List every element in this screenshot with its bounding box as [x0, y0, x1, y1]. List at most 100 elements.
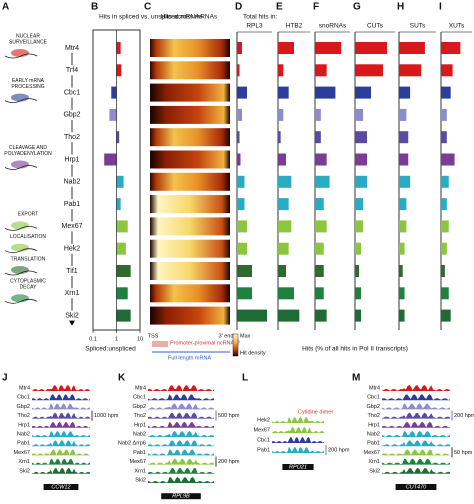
bar [355, 108, 363, 121]
rna-icon [4, 226, 38, 231]
rna-icon [4, 248, 38, 254]
heatmap-row [150, 83, 230, 102]
category-label: POLYADENYLATION [4, 151, 52, 157]
track-label: Xrn1 [18, 459, 30, 465]
protein-label: Pab1 [64, 201, 80, 208]
track-signal [32, 421, 90, 428]
scale-label: 1000 hpm [94, 413, 119, 419]
track-label: Cbc1 [17, 395, 30, 401]
track-label: Gbp2 [133, 404, 146, 410]
track-label: Mex67 [253, 427, 270, 433]
complex-icon [11, 221, 29, 230]
gene-box [282, 464, 314, 470]
category-label: SURVEILLANCE [9, 39, 48, 45]
bar [315, 242, 324, 255]
complex-icon [11, 266, 29, 274]
category-label: PROCESSING [11, 84, 44, 90]
bar [399, 242, 405, 255]
track-signal [148, 467, 214, 474]
track-signal [32, 412, 90, 419]
track-note: Cytidine dimer [298, 409, 333, 415]
track-signal [148, 421, 214, 428]
bar [315, 153, 327, 166]
x-tick-label: 10 [137, 336, 143, 342]
bar [237, 131, 240, 144]
panel-letter: F [313, 2, 319, 13]
bar [237, 265, 252, 277]
track-label: Xrn1 [368, 459, 380, 465]
category-label: CLEAVAGE AND [9, 145, 47, 151]
protein-label: Tif1 [66, 268, 78, 275]
track-signal [32, 467, 90, 474]
bar [237, 198, 245, 211]
panel-supertitle: Total hits in: [243, 14, 278, 21]
bar [399, 108, 407, 121]
tss-label: TSS [148, 333, 159, 339]
panel-title: Hits in spliced vs. unspliced mRNAs [99, 14, 203, 21]
protein-label: Hek2 [64, 246, 80, 253]
panel-letter: C [144, 2, 151, 13]
track-label: Mtr4 [19, 385, 30, 391]
bar [355, 287, 361, 300]
track-signal [382, 385, 450, 391]
track-label: Nab2 [133, 431, 146, 437]
bar [441, 309, 451, 322]
bar [355, 175, 367, 188]
bar [278, 153, 286, 166]
bar [116, 42, 121, 54]
track-signal [382, 412, 450, 419]
rna-icon [4, 53, 38, 59]
complex-icon [11, 160, 29, 169]
bar [116, 220, 128, 233]
track-signal [32, 394, 90, 401]
track-label: Pab1 [367, 441, 380, 447]
bar [399, 198, 407, 211]
track-signal [382, 449, 450, 456]
bar [116, 265, 131, 277]
heatmap-row [150, 61, 230, 80]
bar [315, 131, 321, 144]
panel-letter: L [242, 373, 248, 384]
bar [399, 153, 409, 166]
end-label: 3' end [219, 333, 234, 339]
panel-letter: K [118, 373, 126, 384]
full-label: Full length mRNA [168, 355, 211, 361]
bar [104, 153, 117, 166]
panel-letter: H [397, 2, 404, 13]
panel-letter: E [276, 2, 283, 13]
bar [355, 198, 363, 211]
x-axis-label: Spliced:unspliced [85, 346, 136, 353]
track-signal [148, 477, 214, 483]
bar [237, 309, 267, 322]
protein-label: Ski2 [65, 312, 79, 319]
bar [278, 198, 289, 211]
complex-icon [11, 49, 29, 57]
track-label: Pab1 [133, 450, 146, 456]
track-signal [382, 394, 450, 401]
heatmap-row [150, 172, 230, 191]
bar [355, 309, 361, 322]
bar [237, 108, 242, 121]
track-signal [382, 467, 450, 474]
bar [355, 64, 383, 77]
bar [278, 242, 289, 255]
bar [441, 86, 451, 99]
bar [441, 242, 447, 255]
bar [278, 220, 292, 233]
protein-label: Gbp2 [63, 112, 80, 119]
track-signal [148, 385, 214, 391]
bar [355, 153, 367, 166]
track-signal [148, 431, 214, 437]
protein-label: Mex67 [61, 223, 82, 230]
protein-label: Xrn1 [65, 290, 80, 297]
protein-label: Nab2 [64, 179, 81, 186]
category-label: EARLY mRNA [12, 78, 45, 84]
bar [237, 64, 240, 77]
complex-icon [11, 294, 29, 303]
panel-letter: D [235, 2, 242, 13]
bar [315, 108, 321, 121]
bar [116, 131, 120, 144]
heatmap-row [150, 150, 230, 169]
track-label: Hek2 [257, 417, 270, 423]
track-signal [32, 385, 90, 391]
